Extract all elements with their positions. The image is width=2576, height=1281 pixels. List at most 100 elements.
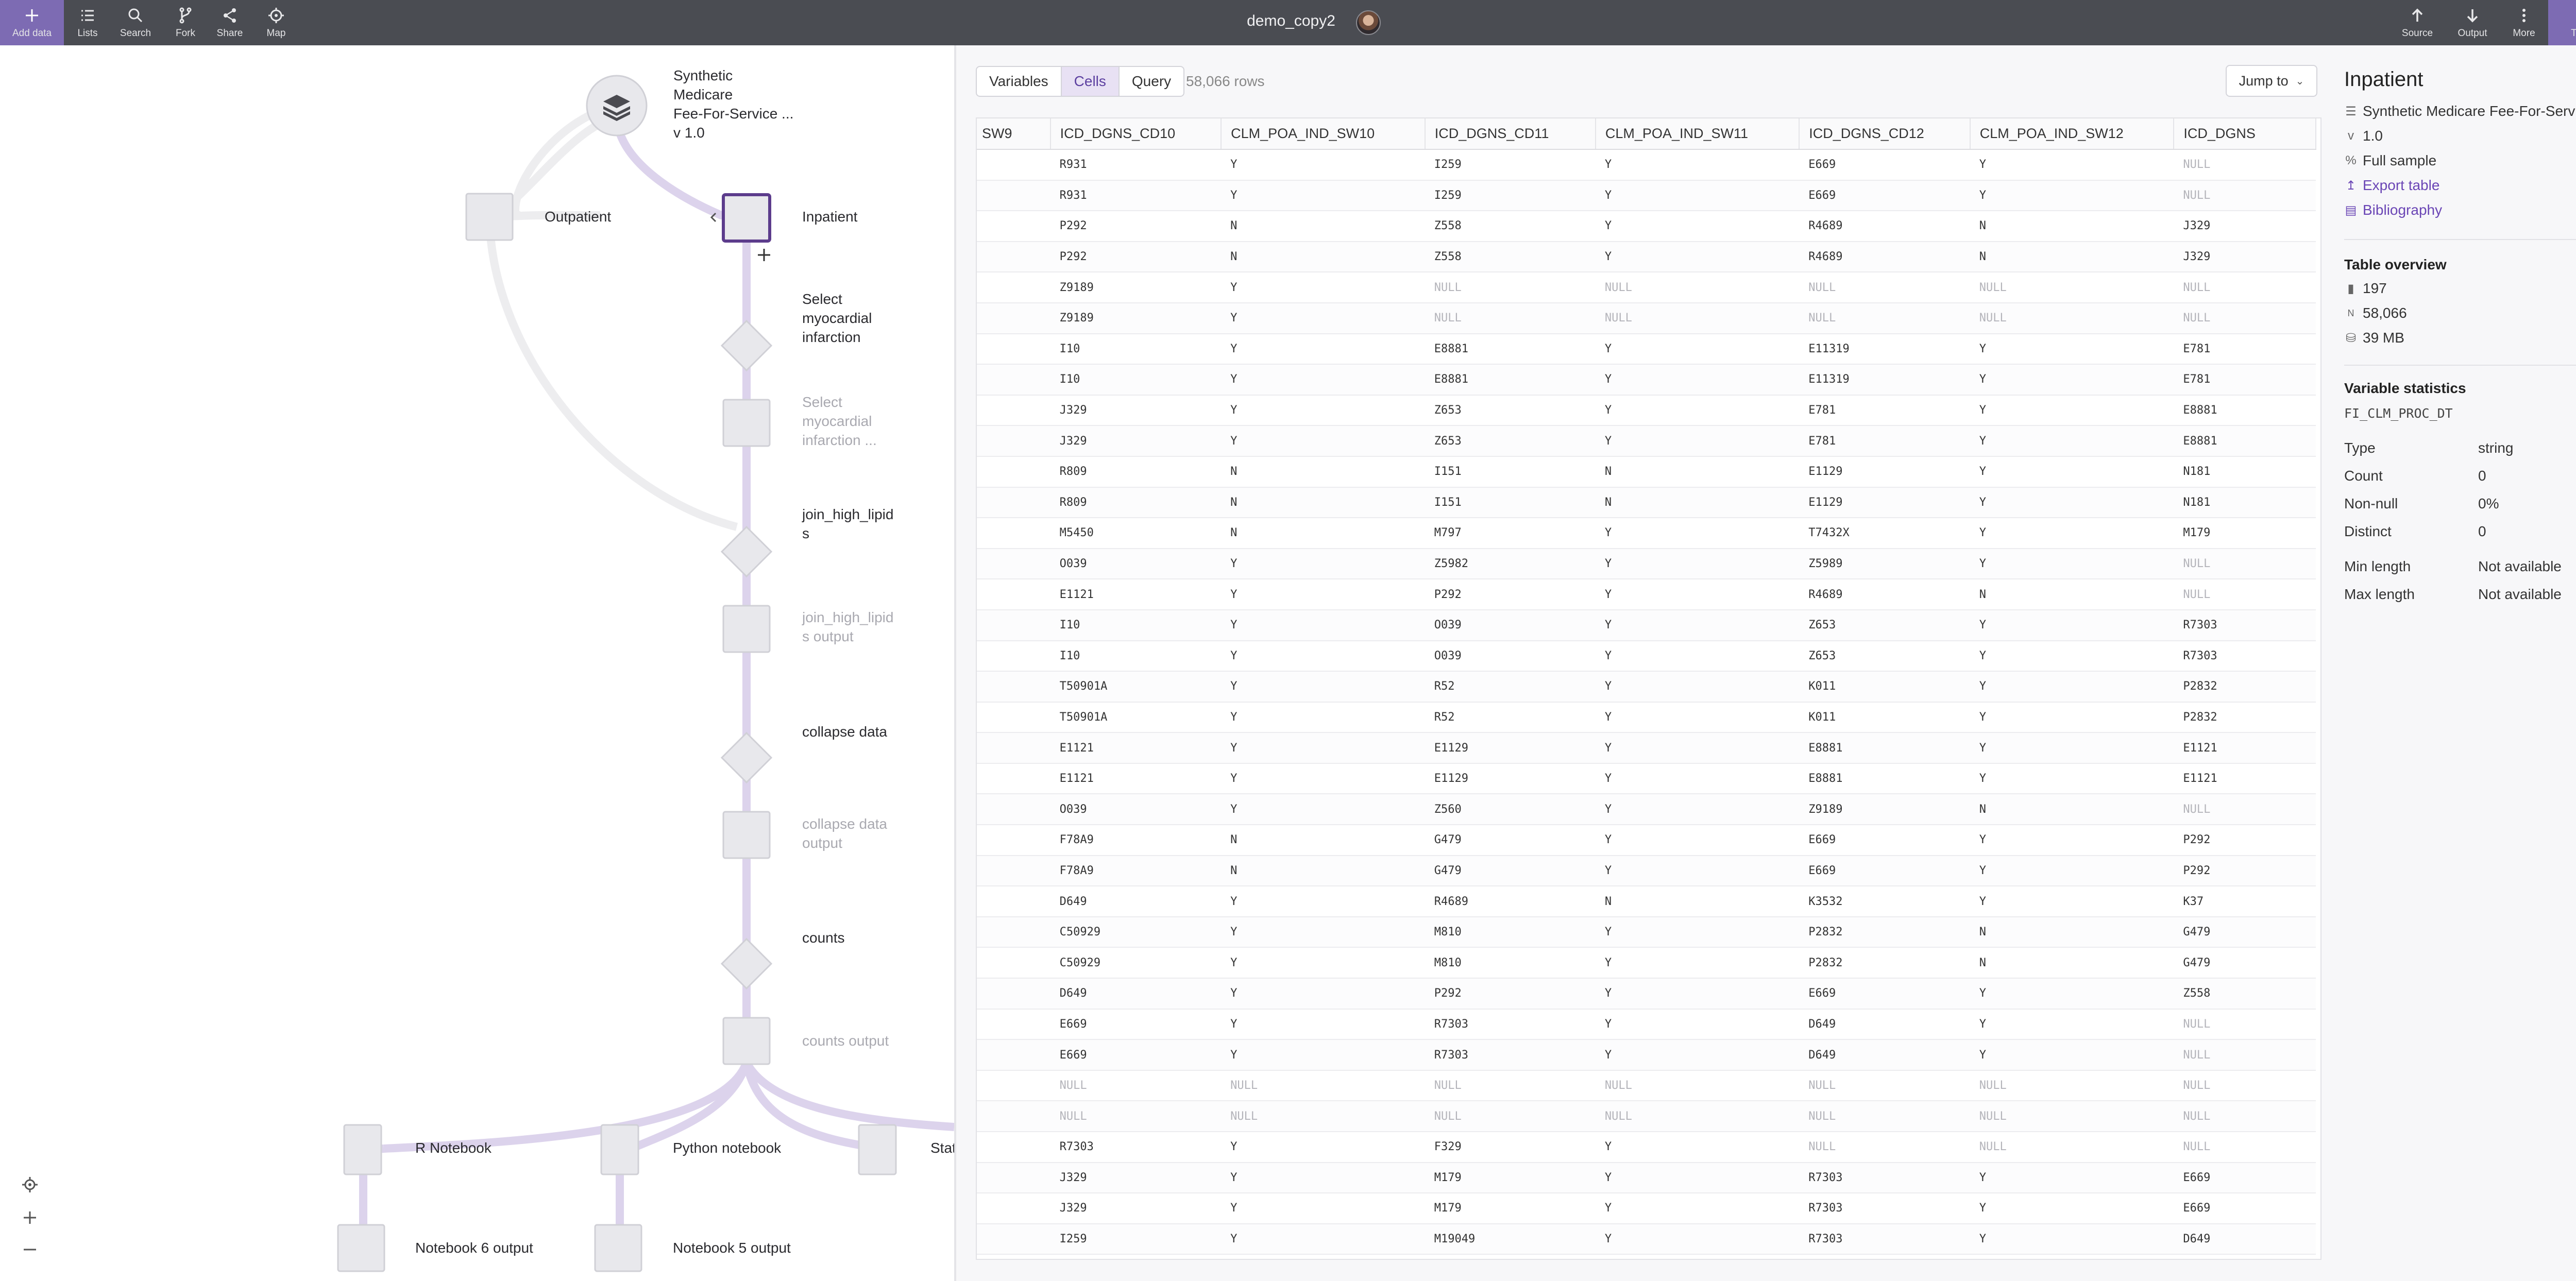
table-cell[interactable]: Y [1970, 1039, 2174, 1071]
table-cell[interactable] [977, 395, 1050, 426]
table-cell[interactable]: D649 [1799, 1009, 1970, 1040]
table-cell[interactable]: Y [1970, 702, 2174, 733]
table-cell[interactable]: I259 [1050, 1223, 1222, 1255]
table-cell[interactable]: Y [1595, 763, 1800, 795]
notebook6-output-node[interactable] [337, 1224, 385, 1272]
table-cell[interactable]: NULL [1595, 302, 1800, 334]
table-cell[interactable]: Y [1970, 886, 2174, 917]
table-cell[interactable]: E8881 [1799, 732, 1970, 764]
outpatient-node[interactable] [465, 193, 514, 241]
inpatient-node[interactable] [722, 193, 771, 243]
table-cell[interactable]: G479 [2174, 947, 2316, 979]
table-cell[interactable]: Y [1970, 180, 2174, 212]
table-cell[interactable] [977, 855, 1050, 887]
table-cell[interactable]: N [1595, 487, 1800, 519]
table-cell[interactable]: N [1970, 211, 2174, 242]
table-cell[interactable]: N [1970, 947, 2174, 979]
output-button[interactable]: Output [2451, 0, 2494, 45]
table-cell[interactable]: Z9189 [1050, 302, 1222, 334]
table-cell[interactable]: E669 [1799, 978, 1970, 1010]
table-cell[interactable]: E1129 [1425, 763, 1596, 795]
table-cell[interactable] [977, 1132, 1050, 1163]
table-cell[interactable]: Z558 [2174, 978, 2316, 1010]
dataset-node[interactable] [586, 75, 648, 136]
table-cell[interactable]: M797 [1425, 518, 1596, 549]
table-cell[interactable]: E1129 [1799, 456, 1970, 488]
table-cell[interactable]: Y [1221, 425, 1425, 457]
recenter-button[interactable] [20, 1174, 40, 1195]
table-row[interactable]: M5450 N M797 Y T7432X Y M179 [977, 518, 2316, 549]
table-cell[interactable]: M810 [1425, 916, 1596, 948]
add-step-plus-icon[interactable] [758, 249, 770, 261]
table-cell[interactable] [977, 149, 1050, 181]
table-cell[interactable] [977, 425, 1050, 457]
table-cell[interactable] [977, 763, 1050, 795]
table-cell[interactable]: Y [1221, 1162, 1425, 1194]
table-cell[interactable]: N [1221, 518, 1425, 549]
table-cell[interactable]: NULL [1595, 272, 1800, 303]
table-cell[interactable]: NULL [2174, 579, 2316, 610]
table-cell[interactable]: Y [1595, 1039, 1800, 1071]
table-cell[interactable]: E8881 [2174, 395, 2316, 426]
table-cell[interactable]: P292 [1050, 241, 1222, 273]
table-cell[interactable]: M5450 [1050, 518, 1222, 549]
table-cell[interactable]: O039 [1425, 640, 1596, 672]
table-cell[interactable]: Y [1221, 272, 1425, 303]
table-row[interactable]: T50901A Y R52 Y K011 Y P2832 [977, 702, 2316, 733]
table-row[interactable]: F78A9 N G479 Y E669 Y P292 [977, 825, 2316, 856]
map-button[interactable]: Map [261, 0, 292, 45]
table-cell[interactable]: P292 [1425, 579, 1596, 610]
column-header[interactable]: ICD_DGNS_CD12 [1799, 118, 1971, 150]
share-button[interactable]: Share [213, 0, 246, 45]
table-cell[interactable]: E669 [1050, 1039, 1222, 1071]
table-row[interactable]: I10 Y O039 Y Z653 Y R7303 [977, 609, 2316, 641]
table-cell[interactable]: E8881 [2174, 425, 2316, 457]
table-cell[interactable]: Y [1595, 149, 1800, 181]
table-cell[interactable]: NULL [2174, 180, 2316, 212]
table-cell[interactable]: NULL [1050, 1101, 1222, 1132]
table-cell[interactable]: NULL [1799, 1101, 1970, 1132]
table-cell[interactable]: Y [1221, 947, 1425, 979]
chevron-left-icon[interactable] [710, 212, 717, 223]
table-cell[interactable]: R931 [1050, 180, 1222, 212]
table-cell[interactable]: D649 [1050, 978, 1222, 1010]
table-cell[interactable]: C50929 [1050, 916, 1222, 948]
table-cell[interactable] [977, 825, 1050, 856]
table-cell[interactable]: Y [1221, 702, 1425, 733]
table-cell[interactable]: N181 [2174, 456, 2316, 488]
table-cell[interactable]: E1121 [2174, 763, 2316, 795]
table-cell[interactable]: E669 [1799, 855, 1970, 887]
collapse-data-output-node[interactable] [722, 811, 771, 859]
table-cell[interactable]: J329 [1050, 395, 1222, 426]
table-cell[interactable]: Y [1221, 364, 1425, 396]
table-cell[interactable] [977, 1070, 1050, 1102]
table-cell[interactable]: I151 [1425, 487, 1596, 519]
table-cell[interactable]: I259 [1425, 180, 1596, 212]
table-cell[interactable] [977, 241, 1050, 273]
table-cell[interactable]: Z653 [1425, 425, 1596, 457]
table-cell[interactable]: Y [1595, 947, 1800, 979]
table-cell[interactable]: Z5982 [1425, 548, 1596, 580]
table-cell[interactable]: I10 [1050, 333, 1222, 365]
table-cell[interactable]: K011 [1799, 702, 1970, 733]
table-cell[interactable]: NULL [2174, 302, 2316, 334]
table-row[interactable]: R7303 Y F329 Y NULL NULL NULL [977, 1132, 2316, 1163]
table-cell[interactable]: D649 [1050, 886, 1222, 917]
more-button[interactable]: More [2507, 0, 2541, 45]
table-cell[interactable]: Y [1970, 1009, 2174, 1040]
table-cell[interactable]: Y [1595, 640, 1800, 672]
table-cell[interactable]: NULL [2174, 1101, 2316, 1132]
table-cell[interactable]: R52 [1425, 702, 1596, 733]
export-table-link[interactable]: ↥ Export table [2344, 177, 2439, 194]
table-cell[interactable]: Y [1221, 302, 1425, 334]
table-cell[interactable]: Y [1221, 916, 1425, 948]
table-cell[interactable]: Y [1221, 671, 1425, 703]
table-cell[interactable] [977, 609, 1050, 641]
table-cell[interactable]: E1121 [2174, 732, 2316, 764]
table-row[interactable]: E1121 Y E1129 Y E8881 Y E1121 [977, 763, 2316, 795]
table-cell[interactable]: R52 [1425, 671, 1596, 703]
table-cell[interactable]: T7432X [1799, 518, 1970, 549]
table-cell[interactable]: N [1221, 825, 1425, 856]
table-cell[interactable]: E8881 [1425, 364, 1596, 396]
table-row[interactable]: R931 Y I259 Y E669 Y NULL [977, 149, 2316, 181]
